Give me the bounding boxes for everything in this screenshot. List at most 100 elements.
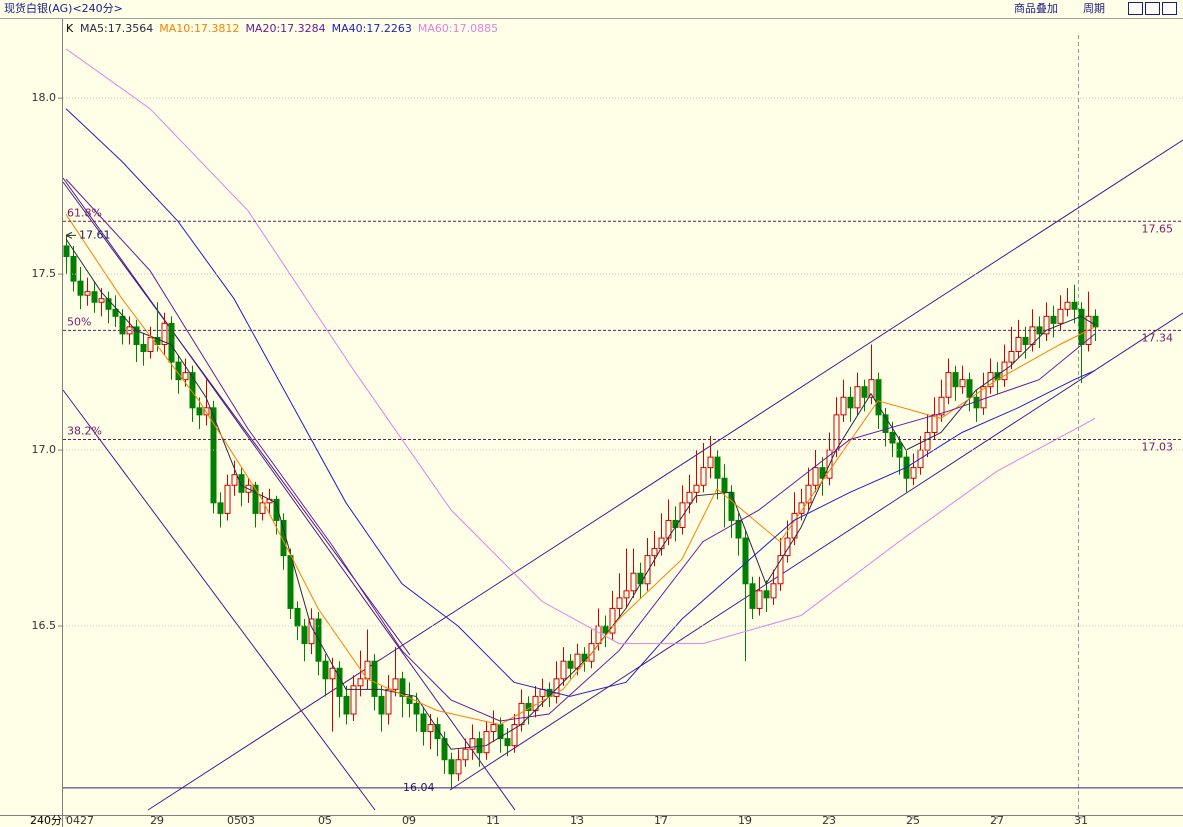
candle-body	[119, 315, 126, 335]
candle-body	[952, 372, 959, 388]
candle-body	[182, 372, 189, 381]
candle-body	[784, 537, 791, 557]
nav-buttons	[1128, 2, 1177, 15]
candle-body	[630, 572, 637, 592]
candle-body	[504, 738, 511, 747]
candle-body	[294, 607, 301, 627]
chart-title: 现货白银(AG)<240分>	[4, 1, 123, 15]
level-label: 50%	[67, 315, 91, 328]
y-tick-label: 17.5	[32, 267, 57, 280]
high-label: 17.61	[79, 228, 111, 241]
nav-right[interactable]	[1145, 2, 1160, 15]
candle-body	[1057, 308, 1064, 324]
candle-body	[196, 407, 203, 416]
trend-lines	[62, 139, 1183, 811]
nav-zoom[interactable]	[1162, 2, 1177, 15]
candle-body	[616, 597, 623, 609]
candle-body	[91, 291, 98, 303]
candle-body	[77, 280, 84, 296]
ma-line	[65, 178, 1096, 722]
candle-body	[189, 372, 196, 409]
y-tick-label: 17.0	[32, 443, 57, 456]
candle-body	[770, 583, 777, 599]
candle-body	[385, 688, 392, 715]
candle-body	[588, 643, 595, 662]
candle-body	[1092, 315, 1099, 328]
candle-body	[154, 336, 161, 345]
candle-body	[133, 326, 140, 345]
candle-body	[1071, 301, 1078, 310]
candle-body	[686, 491, 693, 504]
candle-body	[938, 396, 945, 416]
candle-body	[343, 695, 350, 715]
x-tick-label: 17	[654, 814, 668, 827]
x-tick-label: 0503	[227, 814, 255, 827]
candle-body	[910, 467, 917, 479]
candle-body	[1050, 315, 1057, 324]
candle-body	[210, 407, 217, 504]
level-value: 17.65	[1142, 222, 1174, 235]
legend-entry: MA10:17.3812	[159, 22, 239, 35]
toolbar-button[interactable]: 周期	[1083, 2, 1105, 15]
candle-body	[609, 607, 616, 634]
candle-body	[707, 456, 714, 469]
candle-body	[469, 738, 476, 750]
x-tick-label: 11	[486, 814, 500, 827]
candle-body	[301, 625, 308, 645]
candle-body	[70, 255, 77, 282]
candle-body	[84, 291, 91, 296]
trend-line	[62, 177, 516, 811]
y-tick-label: 16.5	[32, 619, 57, 632]
candle-body	[98, 298, 105, 303]
candle-body	[735, 519, 742, 539]
candle-body	[1022, 336, 1029, 345]
low-label: 16.04	[403, 781, 435, 794]
candle-body	[273, 498, 280, 521]
nav-left[interactable]	[1128, 2, 1143, 15]
candle-body	[63, 245, 70, 257]
candle-body	[924, 431, 931, 451]
level-value: 17.34	[1142, 331, 1174, 344]
candle-body	[399, 678, 406, 697]
candle-body	[168, 322, 175, 363]
candle-body	[714, 456, 721, 479]
candle-body	[763, 590, 770, 599]
candle-body	[693, 484, 700, 493]
trend-line	[62, 389, 376, 811]
candle-body	[847, 396, 854, 409]
legend-entry: MA20:17.3284	[245, 22, 325, 35]
candle-body	[819, 467, 826, 479]
candle-body	[287, 555, 294, 609]
candle-body	[973, 396, 980, 409]
candle-body	[602, 625, 609, 634]
candle-body	[1043, 315, 1050, 335]
candle-body	[777, 555, 784, 585]
candle-body	[812, 467, 819, 486]
candle-body	[875, 379, 882, 416]
candle-body	[595, 625, 602, 645]
x-tick-label: 23	[822, 814, 836, 827]
candle-body	[567, 660, 574, 669]
candle-body	[945, 372, 952, 398]
candle-body	[392, 678, 399, 690]
trend-line	[449, 312, 1183, 791]
level-label: 38.2%	[67, 424, 102, 437]
ma-line	[65, 214, 1096, 726]
candle-body	[651, 548, 658, 557]
candle-body	[868, 379, 875, 398]
candle-body	[805, 484, 812, 504]
ma-line	[65, 48, 1096, 645]
x-tick-label: 09	[402, 814, 416, 827]
candle-body	[105, 298, 112, 310]
x-tick-label: 13	[570, 814, 584, 827]
candle-body	[889, 431, 896, 444]
candle-body	[112, 308, 119, 317]
legend-prefix: K	[66, 22, 74, 35]
candle-body	[238, 474, 245, 493]
candle-body	[833, 414, 840, 451]
candle-body	[798, 502, 805, 514]
toolbar-button[interactable]: 商品叠加	[1014, 1, 1058, 15]
candle-body	[1008, 351, 1015, 363]
candle-body	[1064, 301, 1071, 310]
